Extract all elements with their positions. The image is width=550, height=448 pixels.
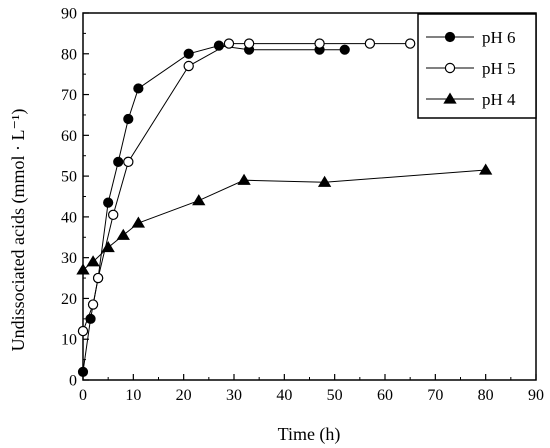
data-point-ph-4: [317, 175, 332, 187]
data-point-ph-5: [314, 38, 325, 49]
series-ph-4: [76, 163, 493, 275]
data-point-ph-6: [113, 156, 124, 167]
legend-item-ph-6: pH 6: [426, 28, 516, 47]
y-tick-label: 50: [61, 169, 77, 186]
data-point-ph-4: [192, 194, 206, 206]
y-tick-label: 70: [61, 87, 77, 104]
x-tick-label: 70: [427, 387, 443, 404]
legend-item-ph-4: pH 4: [426, 90, 516, 109]
data-point-ph-4: [76, 263, 90, 275]
ticks: 0 10 20 30 40 50 60 70 80 90 0 10 20 30 40 50 60 70 80 90: [61, 6, 544, 405]
y-tick-label: 0: [69, 373, 77, 390]
data-point-ph-4: [101, 241, 115, 253]
legend-marker-ph-6: [444, 31, 456, 43]
data-point-ph-5: [404, 38, 416, 49]
data-point-ph-5: [77, 325, 89, 337]
legend-marker-ph-4: [443, 92, 457, 104]
data-point-ph-6: [103, 197, 114, 208]
series-line-ph-6: [82, 45, 345, 372]
x-tick-label: 10: [125, 387, 141, 404]
y-tick-label: 90: [61, 6, 77, 23]
x-tick-label: 90: [528, 387, 544, 404]
data-point-ph-4: [237, 173, 251, 185]
data-point-ph-5: [123, 156, 134, 168]
x-axis-title: Time (h): [278, 424, 341, 445]
x-tick-label: 30: [226, 387, 242, 404]
data-point-ph-4: [116, 228, 130, 240]
y-tick-label: 10: [61, 332, 77, 349]
x-tick-label: 40: [276, 387, 292, 404]
legend-marker-ph-5: [444, 62, 456, 74]
data-point-ph-6: [77, 366, 89, 377]
data-point-ph-6: [183, 48, 194, 59]
data-point-ph-5: [243, 38, 255, 49]
x-tick-label: 20: [176, 387, 192, 404]
y-tick-label: 30: [61, 250, 77, 267]
series-line-ph-4: [82, 169, 486, 271]
data-point-ph-4: [86, 255, 100, 267]
y-axis-title: Undissociated acids (mmol · L⁻¹): [8, 109, 29, 352]
x-tick-label: 80: [478, 387, 494, 404]
legend: pH 6 pH 5 pH 4: [417, 13, 537, 119]
x-tick-label: 50: [327, 387, 343, 404]
data-point-ph-5: [364, 38, 376, 49]
data-point-ph-5: [107, 209, 119, 221]
y-tick-label: 40: [61, 209, 77, 226]
x-tick-label: 60: [377, 387, 393, 404]
data-point-ph-5: [183, 60, 194, 72]
legend-label-ph-6: pH 6: [482, 28, 516, 47]
data-point-ph-6: [123, 113, 134, 125]
legend-item-ph-5: pH 5: [426, 59, 516, 78]
y-tick-label: 60: [61, 128, 77, 145]
series-line-ph-5: [82, 43, 411, 332]
data-point-ph-4: [479, 163, 493, 175]
legend-label-ph-4: pH 4: [482, 90, 516, 109]
y-tick-label: 80: [61, 46, 77, 63]
legend-box: [417, 13, 537, 119]
legend-label-ph-5: pH 5: [482, 59, 516, 78]
series-layer: [76, 38, 493, 377]
data-point-ph-6: [133, 83, 144, 94]
series-ph-6: [77, 40, 350, 377]
y-tick-label: 20: [61, 291, 77, 308]
data-point-ph-6: [339, 44, 350, 55]
data-point-ph-5: [87, 299, 99, 310]
data-point-ph-5: [92, 272, 104, 284]
x-tick-label: 0: [79, 387, 87, 404]
data-point-ph-4: [131, 216, 146, 228]
data-point-ph-5: [223, 38, 235, 49]
series-ph-5: [77, 38, 416, 337]
